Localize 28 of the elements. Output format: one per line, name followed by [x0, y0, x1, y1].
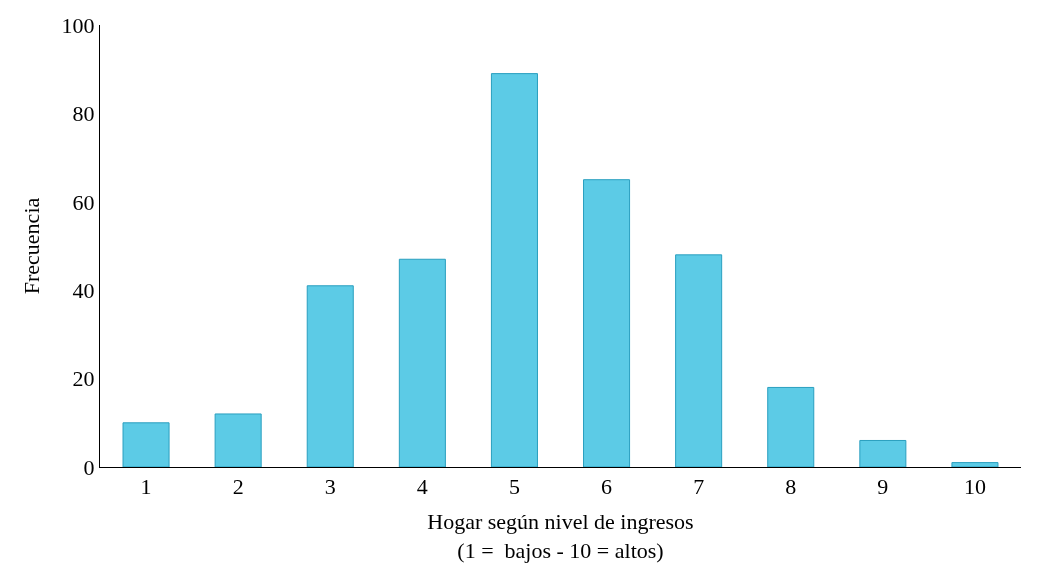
- bar: [398, 258, 446, 467]
- x-tick-label: 7: [693, 474, 705, 500]
- bar: [583, 179, 631, 467]
- y-axis-title: Frecuencia: [19, 197, 45, 295]
- x-tick-label: 8: [785, 474, 797, 500]
- y-tick-label: 0: [83, 454, 95, 480]
- x-tick-label: 9: [877, 474, 889, 500]
- y-tick-label: 20: [72, 366, 95, 392]
- y-tick-label: 100: [61, 12, 95, 38]
- x-tick-label: 5: [508, 474, 520, 500]
- x-tick-label: 1: [140, 474, 152, 500]
- x-tick-label: 10: [963, 474, 986, 500]
- x-tick-label: 3: [324, 474, 336, 500]
- x-axis-title: Hogar según nivel de ingresos (1 = bajos - 10 = altos): [427, 509, 694, 563]
- bar: [675, 254, 723, 467]
- x-tick-label: 6: [601, 474, 613, 500]
- y-tick-label: 40: [72, 277, 95, 303]
- bar: [122, 422, 170, 467]
- bar: [306, 285, 354, 467]
- y-tick-label: 60: [72, 189, 95, 215]
- y-tick-label: 80: [72, 101, 95, 127]
- bar: [490, 73, 538, 467]
- bar: [951, 462, 999, 467]
- bar: [859, 439, 907, 467]
- x-tick-label: 4: [416, 474, 428, 500]
- bar: [767, 386, 815, 467]
- bar: [214, 413, 262, 467]
- x-tick-label: 2: [232, 474, 244, 500]
